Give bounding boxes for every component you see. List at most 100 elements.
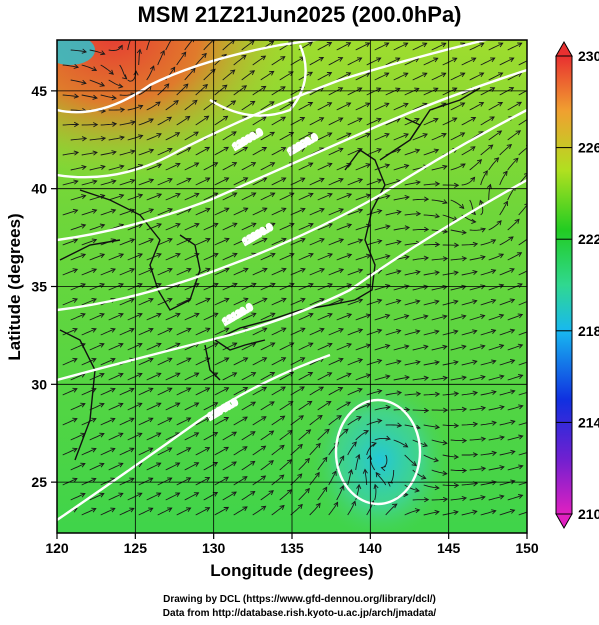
streamline [146,402,161,411]
streamline [157,83,170,96]
streamline [176,417,191,426]
streamline-arrow [300,297,306,303]
streamline-arrow [404,163,410,169]
streamline-arrow [319,237,325,243]
streamline [518,361,527,366]
streamline [412,133,428,141]
streamline [146,101,161,111]
streamline [157,357,172,366]
streamline-arrow [453,391,460,397]
streamline-arrow [204,477,211,482]
streamline [119,268,135,276]
streamline-arrow [99,81,106,87]
streamline [385,57,400,66]
streamline-arrow [241,85,248,91]
streamline [499,201,508,216]
streamline [336,401,351,411]
streamline-arrow [434,424,441,430]
streamline-arrow [156,342,162,348]
streamline-arrow [261,177,268,182]
streamline [146,133,162,141]
streamline-arrow [434,329,440,335]
streamline-arrow [300,327,306,333]
streamline [271,207,286,216]
streamline [328,117,343,126]
streamline [423,149,439,156]
streamlines [62,40,541,516]
streamline-arrow [433,117,439,123]
streamline-arrow [299,386,305,392]
streamline [176,178,191,186]
streamline [412,285,428,291]
streamline-arrow [242,506,248,512]
streamline [355,314,371,321]
streamline-arrow [441,133,447,138]
streamline [499,359,515,366]
streamline-arrow [223,476,229,482]
streamline-arrow [260,445,267,451]
streamline-arrow [434,485,440,491]
x-tick-label: 145 [437,540,461,556]
streamline-arrow [250,460,256,466]
streamline-arrow [415,329,421,335]
streamline [203,372,218,381]
streamline [431,286,448,291]
streamline [176,298,192,306]
streamline [70,109,87,112]
streamline [469,467,486,471]
streamline [195,53,207,66]
contour-line [57,353,331,521]
streamline [279,71,294,81]
streamline-arrow [308,342,314,348]
x-axis-ticks: 120 125 130 135 140 145 150 [45,533,539,556]
streamline-arrow [403,72,409,78]
streamline [317,132,332,141]
streamline-arrow [489,87,496,92]
streamline [404,242,421,246]
streamline [499,171,508,186]
streamline [138,118,154,126]
streamline [146,65,155,81]
streamline [81,180,97,186]
streamline-arrow [193,492,200,497]
streamline-arrow [193,462,200,467]
streamline-arrow [190,67,196,73]
streamline-arrow [288,401,294,406]
streamline [165,223,181,231]
streamline [176,447,191,456]
streamline-arrow [423,196,430,202]
streamline-arrow [129,477,135,483]
streamline-arrow [441,42,447,48]
streamline [119,93,136,96]
streamline [138,328,154,336]
streamline-arrow [377,208,383,215]
streamline-arrow [472,421,479,427]
streamline [81,94,98,99]
streamline [336,485,344,501]
streamline [469,407,486,411]
streamline [89,463,104,471]
streamline [279,459,292,471]
streamline [526,379,527,381]
streamline [469,496,486,501]
streamline-arrow [510,359,516,365]
streamline [252,298,267,306]
streamline [499,390,515,396]
streamline-arrow [319,207,325,213]
streamline-arrow [80,312,86,318]
streamline-arrow [461,467,468,474]
streamline [81,209,97,216]
streamline [393,42,408,51]
streamline-arrow [490,57,496,63]
streamline-arrow [193,432,200,437]
streamline-arrow [365,102,371,108]
streamline-arrow [231,461,237,467]
streamline-arrow [173,99,179,105]
streamline [526,49,527,51]
streamline [317,428,330,441]
streamline [89,283,105,291]
streamline [526,499,527,501]
streamline-arrow [460,132,466,137]
streamline-arrow [536,102,541,106]
streamline-arrow [442,314,448,320]
